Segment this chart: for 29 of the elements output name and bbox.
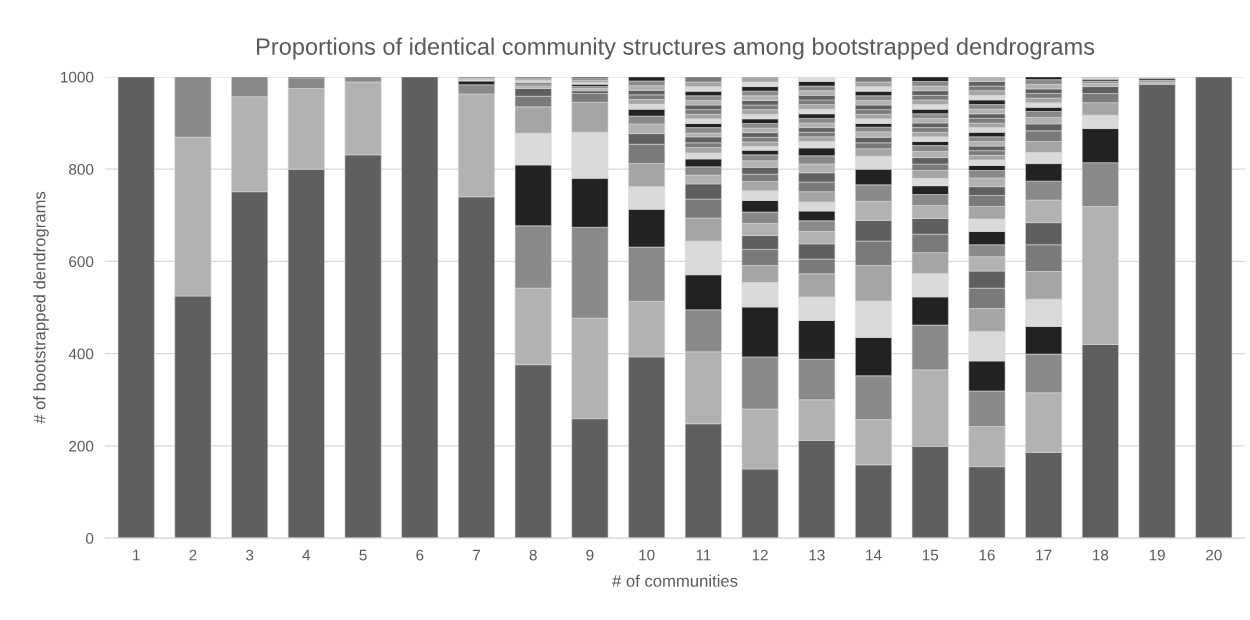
x-tick-label: 4 [302,549,311,561]
y-tick-label: 200 [69,440,94,452]
y-tick-label: 600 [69,256,94,268]
x-tick-label: 12 [752,549,768,561]
x-tick-label: 10 [639,549,655,561]
x-tick-label: 6 [416,549,424,561]
x-tick-label: 18 [1093,549,1109,561]
y-axis-title: # of bootstrapped dendrograms [33,191,49,424]
x-tick-label: 2 [189,549,197,561]
y-tick-label: 400 [68,348,94,360]
chart-title: Proportions of identical community structures among bootstrapped dendrograms [257,37,1095,60]
x-tick-label: 8 [529,549,537,561]
x-tick-label: 14 [866,549,882,561]
x-tick-label: 7 [473,549,480,561]
x-tick-label: 5 [359,549,367,561]
x-tick-label: 19 [1149,549,1165,561]
y-tick-label: 0 [85,533,94,544]
x-tick-label: 11 [696,549,711,561]
x-axis-title: # of communities [612,574,738,587]
x-tick-label: 9 [586,549,594,561]
y-tick-label: 1000 [61,71,94,83]
x-tick-label: 17 [1036,549,1052,561]
x-tick-label: 13 [809,549,825,561]
x-tick-label: 1 [133,549,140,561]
x-tick-label: 15 [922,549,939,561]
x-tick-label: 3 [245,549,254,561]
x-tick-label: 20 [1206,549,1222,561]
x-tick-label: 16 [979,549,995,561]
y-tick-label: 800 [69,164,94,175]
